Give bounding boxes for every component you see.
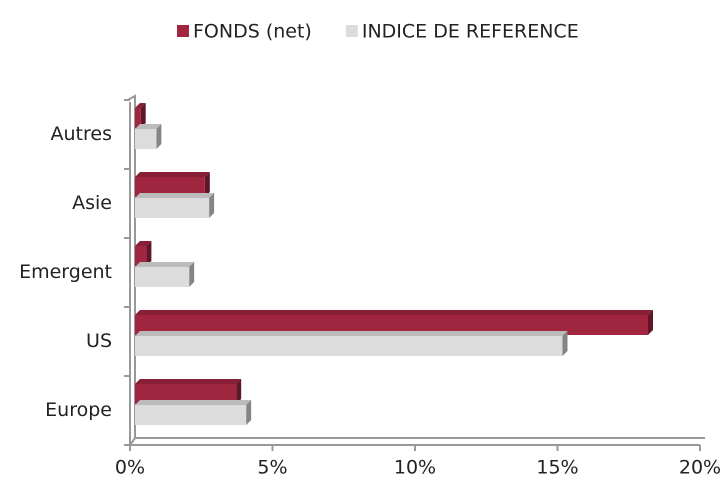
- bar-side: [204, 172, 210, 197]
- bar-top: [135, 172, 210, 177]
- legend-label: FONDS (net): [193, 21, 312, 43]
- bar: [135, 384, 237, 404]
- bar-side: [189, 262, 195, 287]
- x-tick-label: 5%: [257, 457, 287, 479]
- legend-label: INDICE DE REFERENCE: [362, 21, 579, 43]
- bar-side: [209, 193, 215, 218]
- bar-top: [135, 400, 252, 405]
- floor: [129, 437, 705, 446]
- y-tick-label: Autres: [51, 123, 112, 145]
- bar: [135, 246, 147, 266]
- bar-side: [156, 124, 162, 149]
- bar-top: [135, 262, 195, 267]
- bar: [135, 177, 205, 197]
- bar: [135, 129, 157, 149]
- bar-top: [135, 103, 146, 108]
- bar-top: [135, 379, 242, 384]
- legend-swatch: [177, 25, 189, 37]
- bar-top: [135, 310, 653, 315]
- bar: [135, 336, 563, 356]
- bar-top: [135, 331, 568, 336]
- bar-side: [246, 400, 252, 425]
- bar: [135, 198, 210, 218]
- bar: [135, 267, 190, 287]
- bar-side: [648, 310, 653, 335]
- bar-side: [236, 379, 242, 404]
- x-tick-label: 15%: [536, 457, 578, 479]
- legend-swatch: [345, 25, 358, 37]
- bar-side: [562, 331, 568, 356]
- y-tick-label: Emergent: [19, 261, 112, 283]
- bar-top: [135, 193, 215, 198]
- bar: [135, 315, 648, 335]
- bar-top: [135, 124, 162, 129]
- bar: [135, 405, 247, 425]
- x-tick-label: 0%: [115, 457, 145, 479]
- y-tick-label: Asie: [72, 192, 112, 214]
- x-tick-label: 20%: [679, 457, 721, 479]
- y-tick-label: Europe: [45, 399, 112, 421]
- bar-side: [146, 241, 152, 266]
- x-tick-label: 10%: [394, 457, 436, 479]
- y-tick-label: US: [86, 330, 112, 352]
- bar: [135, 108, 141, 128]
- bar-side: [140, 103, 146, 128]
- bar-top: [135, 241, 152, 246]
